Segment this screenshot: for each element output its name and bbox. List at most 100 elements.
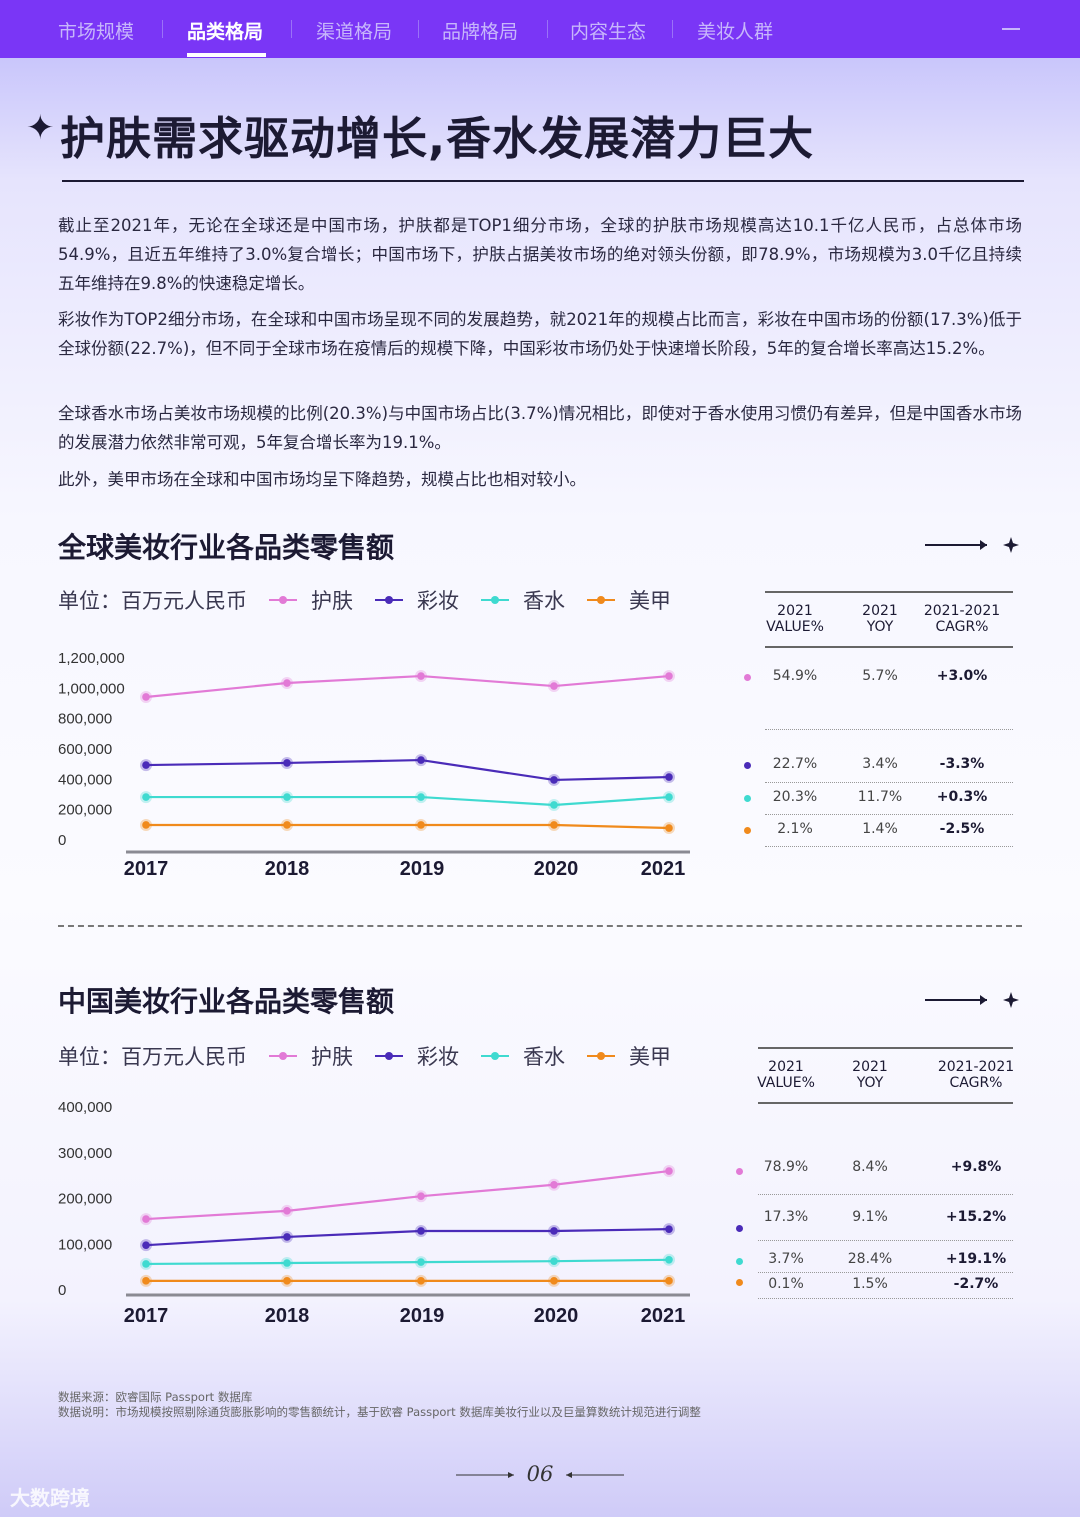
data-point (142, 1277, 150, 1285)
data-point (142, 693, 150, 701)
nav-separator (291, 20, 292, 38)
table-cell: +9.8% (950, 1159, 1002, 1175)
series-dot-icon (744, 674, 751, 681)
data-point-halo (281, 818, 293, 831)
chart-title-china: 中国美妆行业各品类零售额 (58, 985, 395, 1018)
legend-item-nail: 美甲 (587, 1041, 671, 1071)
legend-item-skincare: 护肤 (269, 1041, 353, 1071)
sparkle-icon: ✦ (26, 108, 55, 148)
table-cell: 5.7% (862, 668, 898, 684)
nav-separator (672, 20, 673, 38)
data-point-halo (140, 1213, 152, 1226)
table-row-separator (765, 814, 1013, 815)
data-point-halo (281, 1257, 293, 1270)
table-row-separator (765, 729, 1013, 730)
paragraph-perfume: 全球香水市场占美妆市场规模的比例(20.3%)与中国市场占比(3.7%)情况相比… (58, 404, 1022, 452)
table-cell: +3.0% (936, 668, 988, 684)
data-point-halo (415, 670, 427, 683)
data-point (283, 1277, 291, 1285)
data-point-halo (281, 1274, 293, 1287)
table-row-separator (758, 1240, 1013, 1241)
table-cell: 78.9% (763, 1159, 809, 1175)
nav-tab-brand[interactable]: 品牌格局 (442, 21, 519, 43)
data-point-halo (140, 690, 152, 703)
data-point-halo (415, 1224, 427, 1237)
series-dot-icon (736, 1225, 743, 1232)
x-tick-label: 2020 (534, 858, 579, 880)
data-point-halo (140, 759, 152, 772)
data-point (550, 682, 558, 690)
data-point-halo (415, 818, 427, 831)
nav-tab-category[interactable]: 品类格局 (187, 21, 264, 43)
section-divider (58, 925, 1022, 927)
nav-tab-channel[interactable]: 渠道格局 (316, 21, 393, 43)
data-point-halo (663, 822, 675, 835)
table-top-rule (765, 591, 1013, 593)
y-tick-label: 800,000 (58, 711, 112, 728)
nav-tab-content[interactable]: 内容生态 (570, 21, 647, 43)
data-point (417, 672, 425, 680)
data-point-halo (548, 818, 560, 831)
data-point-halo (548, 773, 560, 786)
legend-label: 护肤 (311, 1045, 353, 1069)
y-tick-label: 600,000 (58, 741, 112, 758)
y-tick-label: 1,000,000 (58, 680, 125, 697)
data-point-halo (415, 1256, 427, 1269)
data-point-halo (663, 1274, 675, 1287)
table-cell: 3.4% (862, 756, 898, 772)
table-header: 2021-2021 CAGR% (937, 1059, 1015, 1091)
legend-item-makeup: 彩妆 (375, 585, 459, 615)
paragraph-nail: 此外，美甲市场在全球和中国市场均呈下降趋势，规模占比也相对较小。 (58, 470, 586, 489)
active-tab-underline (187, 53, 266, 57)
data-point-halo (548, 1255, 560, 1268)
x-tick-label: 2017 (124, 1305, 169, 1327)
data-point-halo (140, 818, 152, 831)
series-line-1 (145, 1228, 670, 1247)
data-point-halo (415, 754, 427, 767)
data-point-halo (140, 1274, 152, 1287)
data-point-halo (415, 791, 427, 804)
table-cell: 1.4% (862, 821, 898, 837)
data-point-halo (140, 1239, 152, 1252)
table-cell: 17.3% (763, 1209, 809, 1225)
y-tick-label: 400,000 (58, 1099, 112, 1116)
y-tick-label: 400,000 (58, 771, 112, 788)
data-description-note: 数据说明：市场规模按照剔除通货膨胀影响的零售额统计，基于欧睿 Passport … (58, 1405, 701, 1419)
y-tick-label: 300,000 (58, 1145, 112, 1162)
table-cell: -2.7% (953, 1276, 999, 1292)
data-point-halo (281, 1204, 293, 1217)
x-tick-label: 2019 (400, 858, 445, 880)
menu-icon[interactable] (1002, 28, 1020, 30)
data-point-halo (663, 1253, 675, 1266)
data-point-halo (281, 1230, 293, 1243)
data-point (665, 1256, 673, 1264)
legend-global: 单位：百万元人民币 护肤 彩妆 香水 美甲 (58, 585, 671, 615)
legend-line-icon (587, 1051, 615, 1061)
arrow-sparkle-icon (925, 537, 1019, 553)
top-nav-bar: 市场规模 品类格局 渠道格局 品牌格局 内容生态 美妆人群 (0, 0, 1080, 58)
nav-tab-audience[interactable]: 美妆人群 (697, 21, 774, 43)
data-point (665, 1225, 673, 1233)
data-point (142, 793, 150, 801)
data-point (283, 679, 291, 687)
data-point (283, 1207, 291, 1215)
data-point (665, 672, 673, 680)
y-tick-label: 200,000 (58, 1191, 112, 1208)
x-tick-label: 2019 (400, 1305, 445, 1327)
data-point-halo (663, 771, 675, 784)
series-line-1 (145, 758, 670, 782)
legend-line-icon (481, 595, 509, 605)
table-cell: 11.7% (857, 789, 903, 805)
table-cell: +15.2% (945, 1209, 1007, 1225)
data-point (417, 756, 425, 764)
series-line-2 (146, 795, 670, 807)
series-dot-icon (744, 795, 751, 802)
table-cell: 0.1% (768, 1276, 804, 1292)
data-point (142, 821, 150, 829)
nav-tab-market-size[interactable]: 市场规模 (58, 21, 135, 43)
data-point-halo (140, 791, 152, 804)
y-tick-label: 0 (58, 1282, 66, 1299)
table-header: 2021 YOY (852, 1059, 888, 1091)
series-dot-icon (744, 827, 751, 834)
series-line-0 (145, 674, 670, 699)
